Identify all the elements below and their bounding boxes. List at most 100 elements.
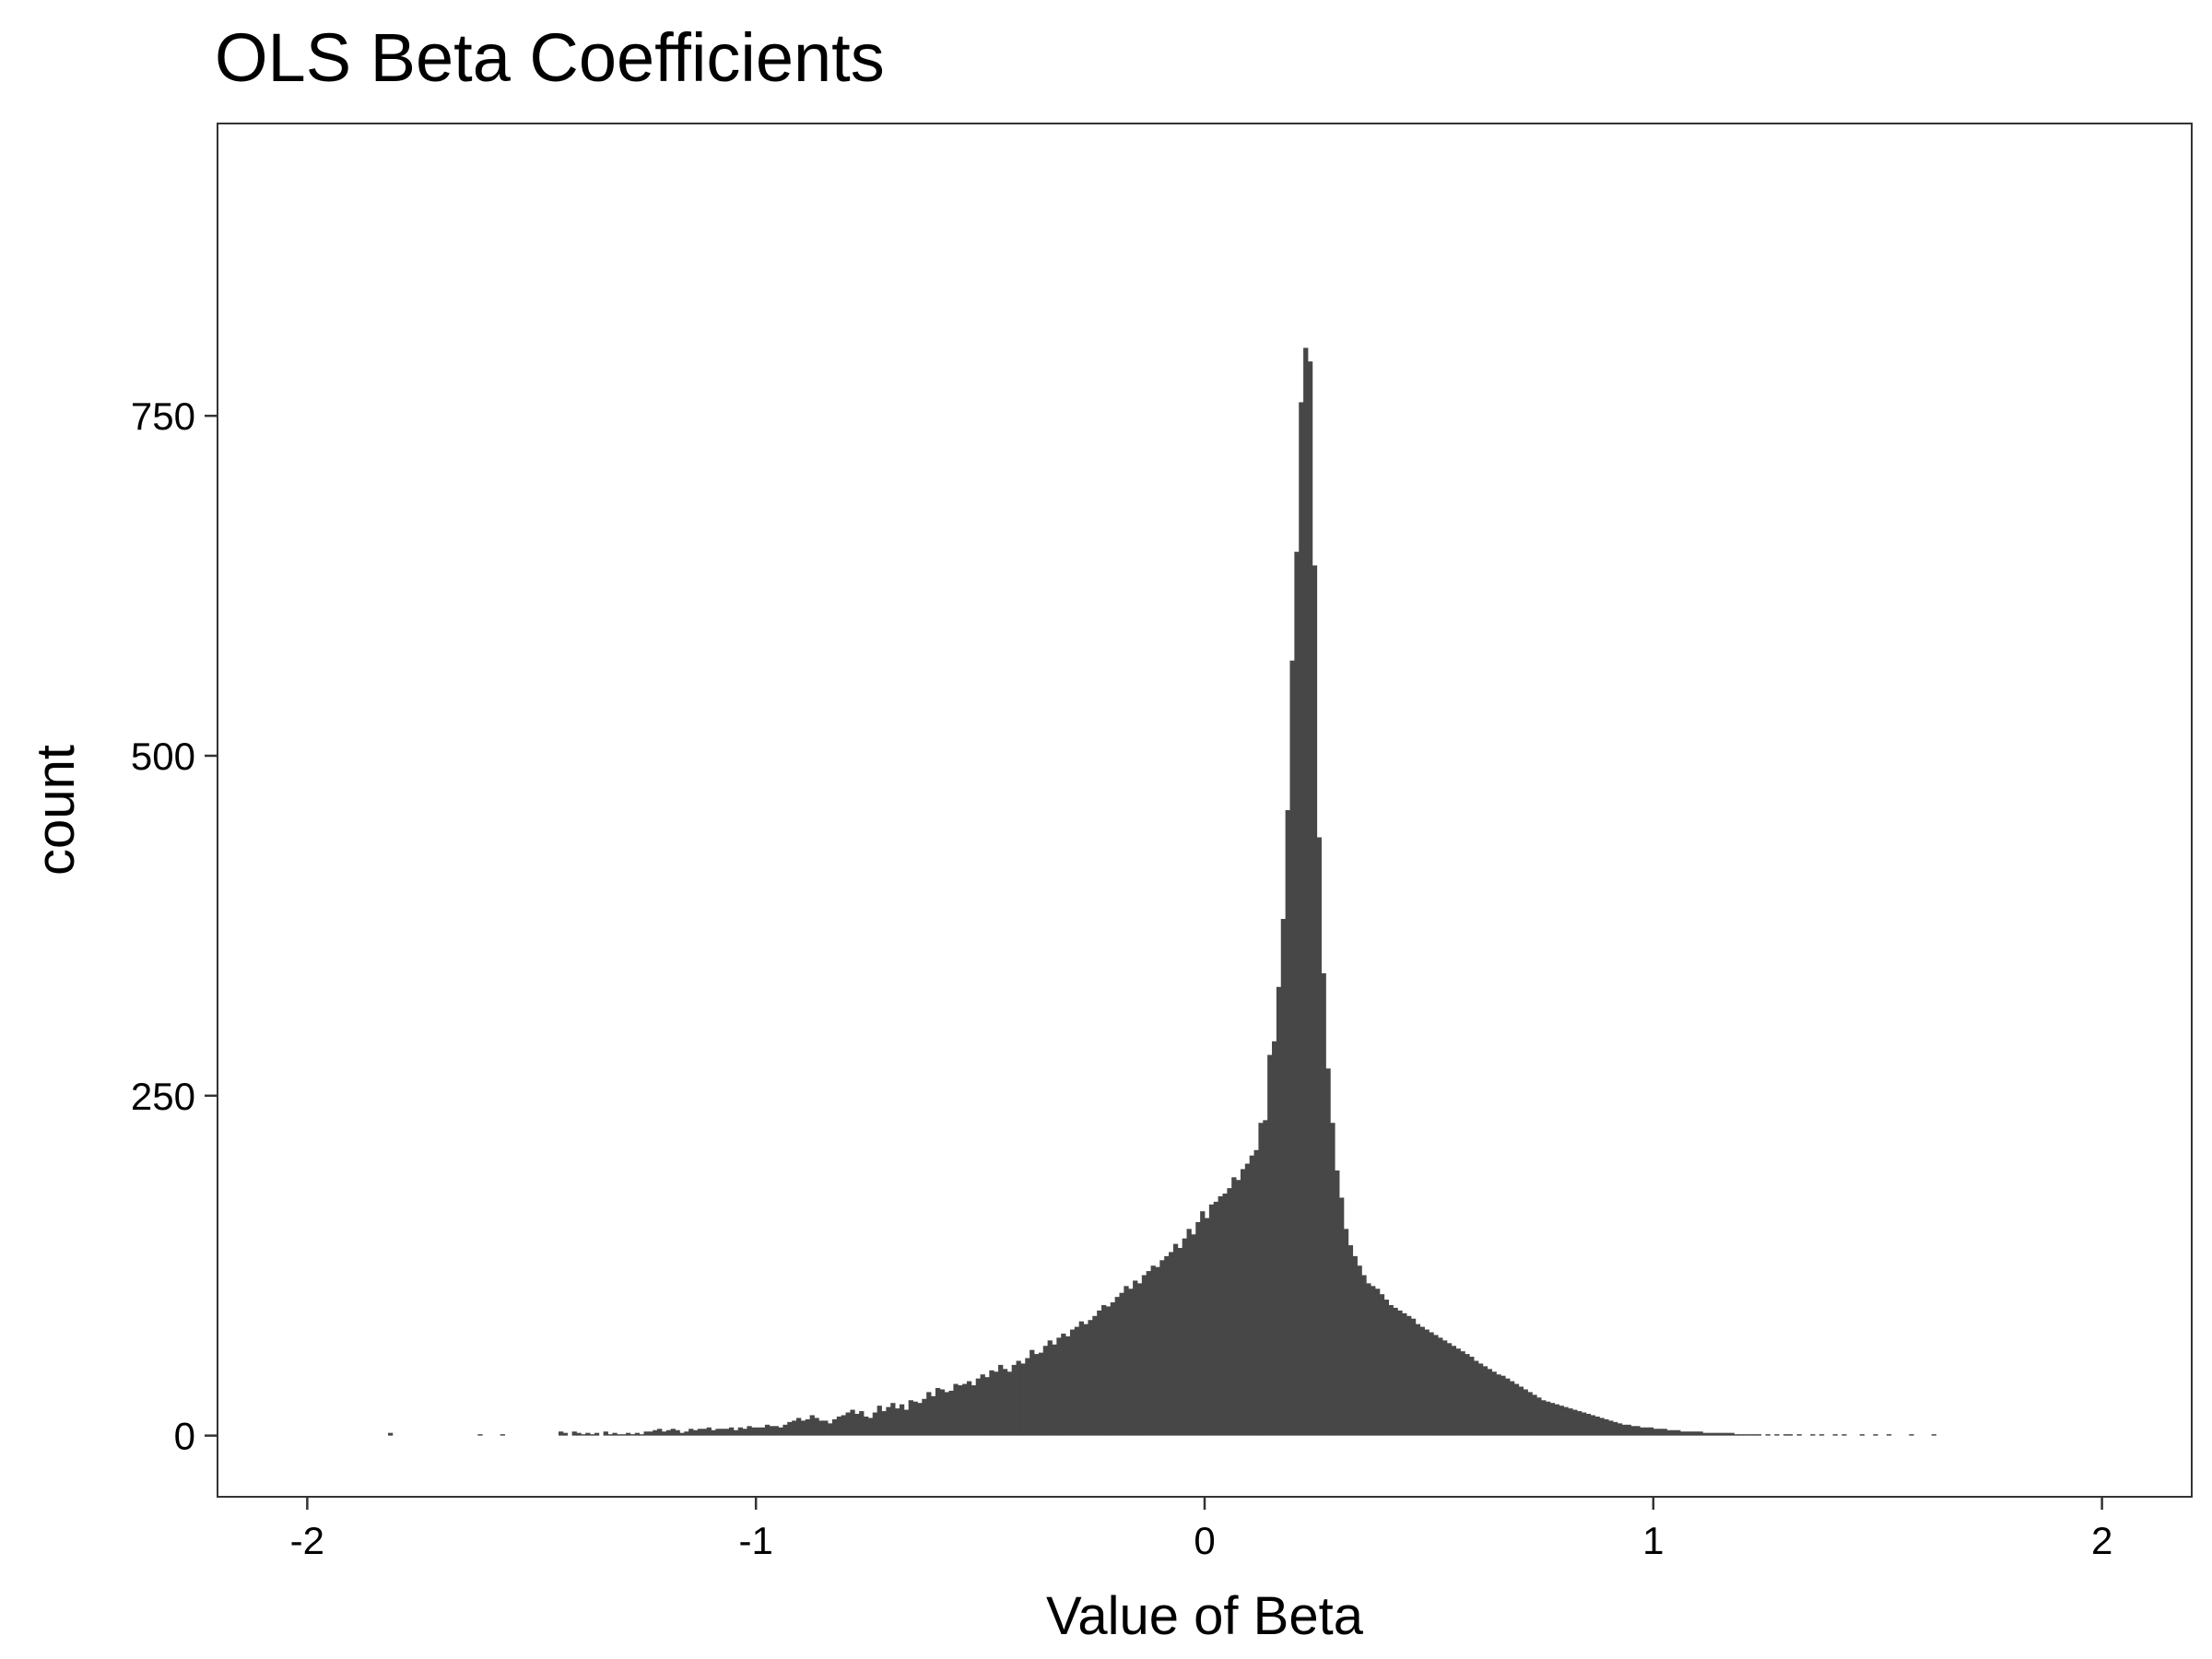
histogram-bars <box>387 347 1936 1436</box>
histogram-bar <box>1415 1324 1421 1436</box>
histogram-bar <box>1124 1286 1129 1436</box>
histogram-bar <box>1505 1378 1511 1436</box>
histogram-bar <box>1119 1292 1124 1436</box>
histogram-bar <box>1303 347 1309 1436</box>
histogram-bar <box>1491 1371 1497 1436</box>
histogram-bar <box>1307 361 1313 1436</box>
histogram-bar <box>1604 1418 1609 1436</box>
histogram-bar <box>1038 1352 1044 1436</box>
histogram-bar <box>867 1418 874 1436</box>
histogram-bar <box>594 1432 600 1436</box>
histogram-bar <box>1747 1434 1753 1436</box>
histogram-bar <box>1474 1360 1479 1436</box>
histogram-bar <box>1092 1315 1098 1436</box>
histogram-bar <box>1635 1426 1641 1436</box>
histogram-bar <box>675 1430 680 1436</box>
histogram-bar <box>818 1420 824 1436</box>
histogram-bar <box>1818 1434 1825 1436</box>
histogram-bar <box>1518 1386 1524 1436</box>
histogram-bar <box>1909 1434 1914 1436</box>
chart-title: OLS Beta Coefficients <box>215 19 885 96</box>
histogram-bar <box>1065 1335 1071 1436</box>
histogram-bar <box>778 1427 783 1436</box>
histogram-bar <box>1352 1255 1358 1436</box>
histogram-bar <box>387 1432 394 1436</box>
histogram-bar <box>1155 1266 1160 1436</box>
histogram-bar <box>1572 1409 1578 1436</box>
histogram-bar <box>1164 1255 1170 1436</box>
histogram-bar <box>1347 1245 1354 1436</box>
histogram-bar <box>1330 1123 1335 1436</box>
histogram-bar <box>1240 1169 1246 1436</box>
histogram-bar <box>1083 1324 1088 1436</box>
histogram-bar <box>1172 1243 1179 1436</box>
histogram-bar <box>1105 1306 1112 1436</box>
histogram-bar <box>1276 986 1282 1436</box>
histogram-bar <box>1016 1360 1021 1436</box>
histogram-bar <box>908 1400 913 1436</box>
histogram-bar <box>1097 1310 1102 1436</box>
histogram-bar <box>1253 1149 1259 1436</box>
histogram-bar <box>1702 1432 1708 1436</box>
histogram-bar <box>728 1427 735 1436</box>
histogram-bar <box>1621 1424 1628 1436</box>
histogram-bar <box>1042 1346 1049 1436</box>
histogram-bar <box>1873 1434 1878 1436</box>
histogram-bar <box>1743 1434 1748 1436</box>
histogram-bar <box>1294 551 1300 1436</box>
histogram-bar <box>1662 1429 1667 1436</box>
histogram-bar <box>590 1434 595 1436</box>
histogram-bar <box>886 1406 891 1436</box>
histogram-bar <box>1285 810 1290 1436</box>
histogram-bar <box>1510 1381 1515 1436</box>
histogram-bar <box>1357 1265 1362 1436</box>
histogram-bar <box>679 1432 685 1436</box>
histogram-bar <box>1406 1315 1412 1436</box>
histogram-bar <box>944 1392 949 1436</box>
histogram-bar <box>1482 1366 1488 1436</box>
histogram-bar <box>1114 1297 1120 1436</box>
histogram-bar <box>1191 1234 1196 1436</box>
histogram-bar <box>1371 1286 1376 1436</box>
histogram-bar <box>1339 1197 1345 1436</box>
histogram-bar <box>1590 1415 1595 1436</box>
histogram-bar <box>1280 919 1287 1436</box>
histogram-bar <box>1374 1288 1381 1436</box>
histogram-bar <box>760 1427 766 1436</box>
histogram-bar <box>1688 1431 1695 1436</box>
histogram-bar <box>715 1429 721 1436</box>
histogram-bar <box>984 1377 990 1436</box>
histogram-bar <box>764 1424 771 1436</box>
histogram-bar <box>1774 1434 1780 1436</box>
histogram-bar <box>872 1412 878 1436</box>
histogram-bar <box>1438 1337 1443 1436</box>
histogram-bar <box>989 1370 994 1436</box>
histogram-bar <box>1549 1403 1556 1436</box>
histogram-bar <box>684 1431 689 1436</box>
histogram-bar <box>859 1411 865 1436</box>
histogram-bar <box>1231 1177 1237 1436</box>
histogram-bar <box>1626 1424 1631 1436</box>
histogram-bar <box>1734 1434 1739 1436</box>
histogram-bar <box>657 1429 663 1436</box>
x-axis-title: Value of Beta <box>1046 1586 1364 1646</box>
histogram-bar <box>998 1364 1004 1436</box>
histogram-bar <box>621 1434 627 1436</box>
histogram-bar <box>1568 1408 1573 1436</box>
histogram-bar <box>1698 1431 1703 1436</box>
histogram-bar <box>653 1430 658 1436</box>
histogram-bar <box>1424 1329 1430 1436</box>
histogram-bar <box>1186 1229 1192 1436</box>
histogram-bar <box>1020 1363 1026 1436</box>
histogram-bar <box>756 1427 761 1436</box>
y-axis-title: count <box>26 745 86 876</box>
histogram-bar <box>828 1423 833 1436</box>
histogram-bar <box>1756 1434 1762 1436</box>
x-axis: -2 -1 0 1 2 <box>290 1497 2112 1562</box>
histogram-bar <box>751 1427 757 1436</box>
histogram-bar <box>1751 1434 1758 1436</box>
histogram-bar <box>720 1429 725 1436</box>
histogram-bar <box>1527 1392 1533 1436</box>
histogram-bar <box>1182 1238 1187 1436</box>
